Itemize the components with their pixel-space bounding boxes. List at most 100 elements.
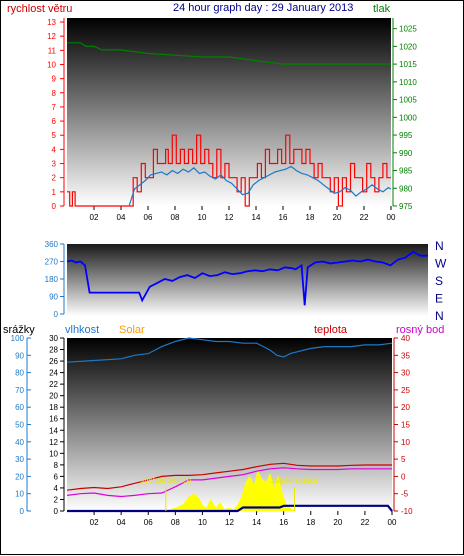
x-tick-label: 00	[387, 213, 396, 222]
x-tick-label: 02	[90, 213, 99, 222]
humidity-tick-label: 4	[54, 484, 59, 493]
pressure-tick-label: 995	[399, 131, 413, 140]
temperature-tick-label: 30	[401, 369, 410, 378]
dewpoint-label: rosný bod	[396, 324, 444, 336]
humidity-tick-label: 22	[49, 380, 58, 389]
x-tick-label: 14	[252, 518, 261, 527]
direction-tick-label: 180	[45, 275, 59, 284]
x-tick-label: 20	[333, 213, 342, 222]
wind-tick-label: 0	[52, 202, 57, 211]
rain-label: srážky	[3, 324, 35, 336]
compass-w-label: W	[435, 257, 447, 271]
temperature-tick-label: 10	[401, 438, 410, 447]
wind-direction-series	[66, 250, 428, 306]
x-tick-label: 06	[144, 518, 153, 527]
wind-tick-label: 3	[52, 160, 57, 169]
rain-tick-label: 50	[15, 421, 24, 430]
humidity-tick-label: 18	[49, 403, 58, 412]
temperature-tick-label: -5	[401, 490, 409, 499]
pressure-tick-label: 1020	[399, 42, 417, 51]
direction-tick-label: 90	[49, 293, 58, 302]
rain-temp-series	[66, 337, 393, 513]
pressure-tick-label: 1025	[399, 25, 417, 34]
temperature-tick-label: 20	[401, 403, 410, 412]
x-tick-label: 14	[252, 213, 261, 222]
x-tick-label: 10	[198, 213, 207, 222]
rain-axis-ticks: 0 10 20 30 40 50 60 70 80 90 100	[11, 334, 31, 516]
x-tick-label: 18	[306, 518, 315, 527]
wind-direction-line	[66, 250, 428, 306]
humidity-tick-label: 6	[54, 472, 59, 481]
x-tick-label: 22	[360, 518, 369, 527]
rain-tick-label: 100	[11, 334, 25, 343]
humidity-tick-label: 0	[54, 507, 59, 516]
humidity-tick-label: 24	[49, 369, 58, 378]
x-tick-label: 12	[225, 518, 234, 527]
temperature-label: teplota	[314, 324, 348, 336]
pressure-tick-label: 975	[399, 202, 413, 211]
pressure-tick-label: 1000	[399, 113, 417, 122]
wind-tick-label: 5	[52, 131, 57, 140]
wind-pressure-series	[67, 42, 392, 207]
temperature-axis-ticks: -10 -5 0 5 10 15 20 25 30 35 40	[393, 334, 413, 516]
pressure-axis-label: tlak	[373, 3, 391, 15]
wind-axis-label: rychlost větru	[7, 3, 72, 15]
chart-title: 24 hour graph day : 29 January 2013	[173, 2, 353, 14]
pressure-tick-label: 980	[399, 184, 413, 193]
pressure-tick-label: 990	[399, 149, 413, 158]
compass-e-label: E	[435, 292, 443, 306]
x-tick-label: 08	[171, 213, 180, 222]
pressure-tick-label: 1010	[399, 78, 417, 87]
x-tick-label: 22	[360, 213, 369, 222]
x-tick-label: 02	[90, 518, 99, 527]
wind-tick-label: 11	[48, 46, 57, 55]
x-tick-label: 12	[225, 213, 234, 222]
x-tick-label: 00	[388, 518, 397, 527]
direction-tick-label: 0	[54, 310, 59, 319]
temperature-tick-label: 0	[401, 472, 406, 481]
humidity-tick-label: 8	[54, 461, 59, 470]
wind-tick-label: 2	[52, 174, 57, 183]
wind-direction-plot-area	[67, 244, 428, 316]
humidity-tick-label: 12	[49, 438, 58, 447]
bottom-x-axis-ticks: 02 04 06 08 10 12 14 16 18 20 22 00	[90, 511, 397, 527]
wind-tick-label: 13	[47, 18, 56, 27]
wind-tick-label: 9	[52, 75, 57, 84]
wind-tick-label: 12	[47, 32, 56, 41]
solar-area	[165, 469, 296, 512]
wind-tick-label: 4	[52, 145, 57, 154]
x-tick-label: 04	[117, 518, 126, 527]
temperature-tick-label: 15	[401, 421, 410, 430]
rain-tick-label: 40	[15, 438, 24, 447]
temperature-tick-label: 35	[401, 351, 410, 360]
solar-label: Solar	[119, 324, 145, 336]
x-tick-label: 16	[279, 213, 288, 222]
humidity-tick-label: 16	[49, 415, 58, 424]
x-tick-label: 16	[279, 518, 288, 527]
humidity-label: vlhkost	[65, 324, 99, 336]
compass-s-label: S	[435, 274, 443, 288]
rain-tick-label: 60	[15, 403, 24, 412]
humidity-line	[66, 337, 393, 363]
pressure-tick-label: 1005	[399, 96, 417, 105]
temperature-line	[66, 462, 392, 491]
wind-tick-label: 1	[52, 188, 57, 197]
temperature-tick-label: -10	[401, 507, 413, 516]
wind-tick-label: 10	[47, 60, 56, 69]
temperature-tick-label: 5	[401, 455, 406, 464]
temperature-tick-label: 25	[401, 386, 410, 395]
temperature-tick-label: 40	[401, 334, 410, 343]
humidity-tick-label: 30	[49, 334, 58, 343]
humidity-tick-label: 2	[54, 495, 59, 504]
humidity-tick-label: 28	[49, 346, 58, 355]
wind-tick-label: 6	[52, 117, 57, 126]
compass-n-label: N	[435, 239, 444, 253]
top-x-axis-ticks: 02 04 06 08 10 12 14 16 18 20 22 00	[90, 206, 396, 222]
wind-tick-label: 7	[52, 103, 57, 112]
direction-tick-label: 270	[45, 258, 59, 267]
